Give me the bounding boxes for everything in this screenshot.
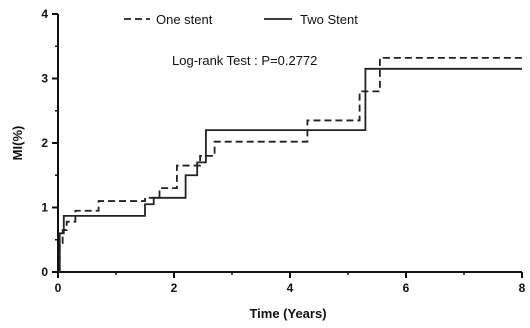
y-axis-title: MI(%) xyxy=(10,126,25,161)
legend: One stent Two Stent xyxy=(124,12,358,27)
x-tick-label: 6 xyxy=(403,281,410,295)
y-tick-label: 0 xyxy=(41,265,48,279)
x-tick-label: 4 xyxy=(287,281,294,295)
y-tick-label: 1 xyxy=(41,201,48,215)
x-tick-label: 0 xyxy=(55,281,62,295)
legend-label-two-stent: Two Stent xyxy=(300,12,358,27)
axes: 0 1 2 3 4 0 2 4 6 8 xyxy=(41,7,525,295)
x-tick-label: 2 xyxy=(171,281,178,295)
series-layer xyxy=(58,56,522,273)
series-line-two-stent xyxy=(58,67,522,273)
x-tick-label: 8 xyxy=(519,281,526,295)
log-rank-annotation: Log-rank Test : P=0.2772 xyxy=(172,53,317,68)
legend-label-one-stent: One stent xyxy=(156,12,213,27)
y-tick-label: 3 xyxy=(41,72,48,86)
x-axis-title: Time (Years) xyxy=(249,306,326,321)
y-tick-label: 2 xyxy=(41,136,48,150)
y-tick-label: 4 xyxy=(41,7,48,21)
series-line-one-stent xyxy=(58,56,522,273)
